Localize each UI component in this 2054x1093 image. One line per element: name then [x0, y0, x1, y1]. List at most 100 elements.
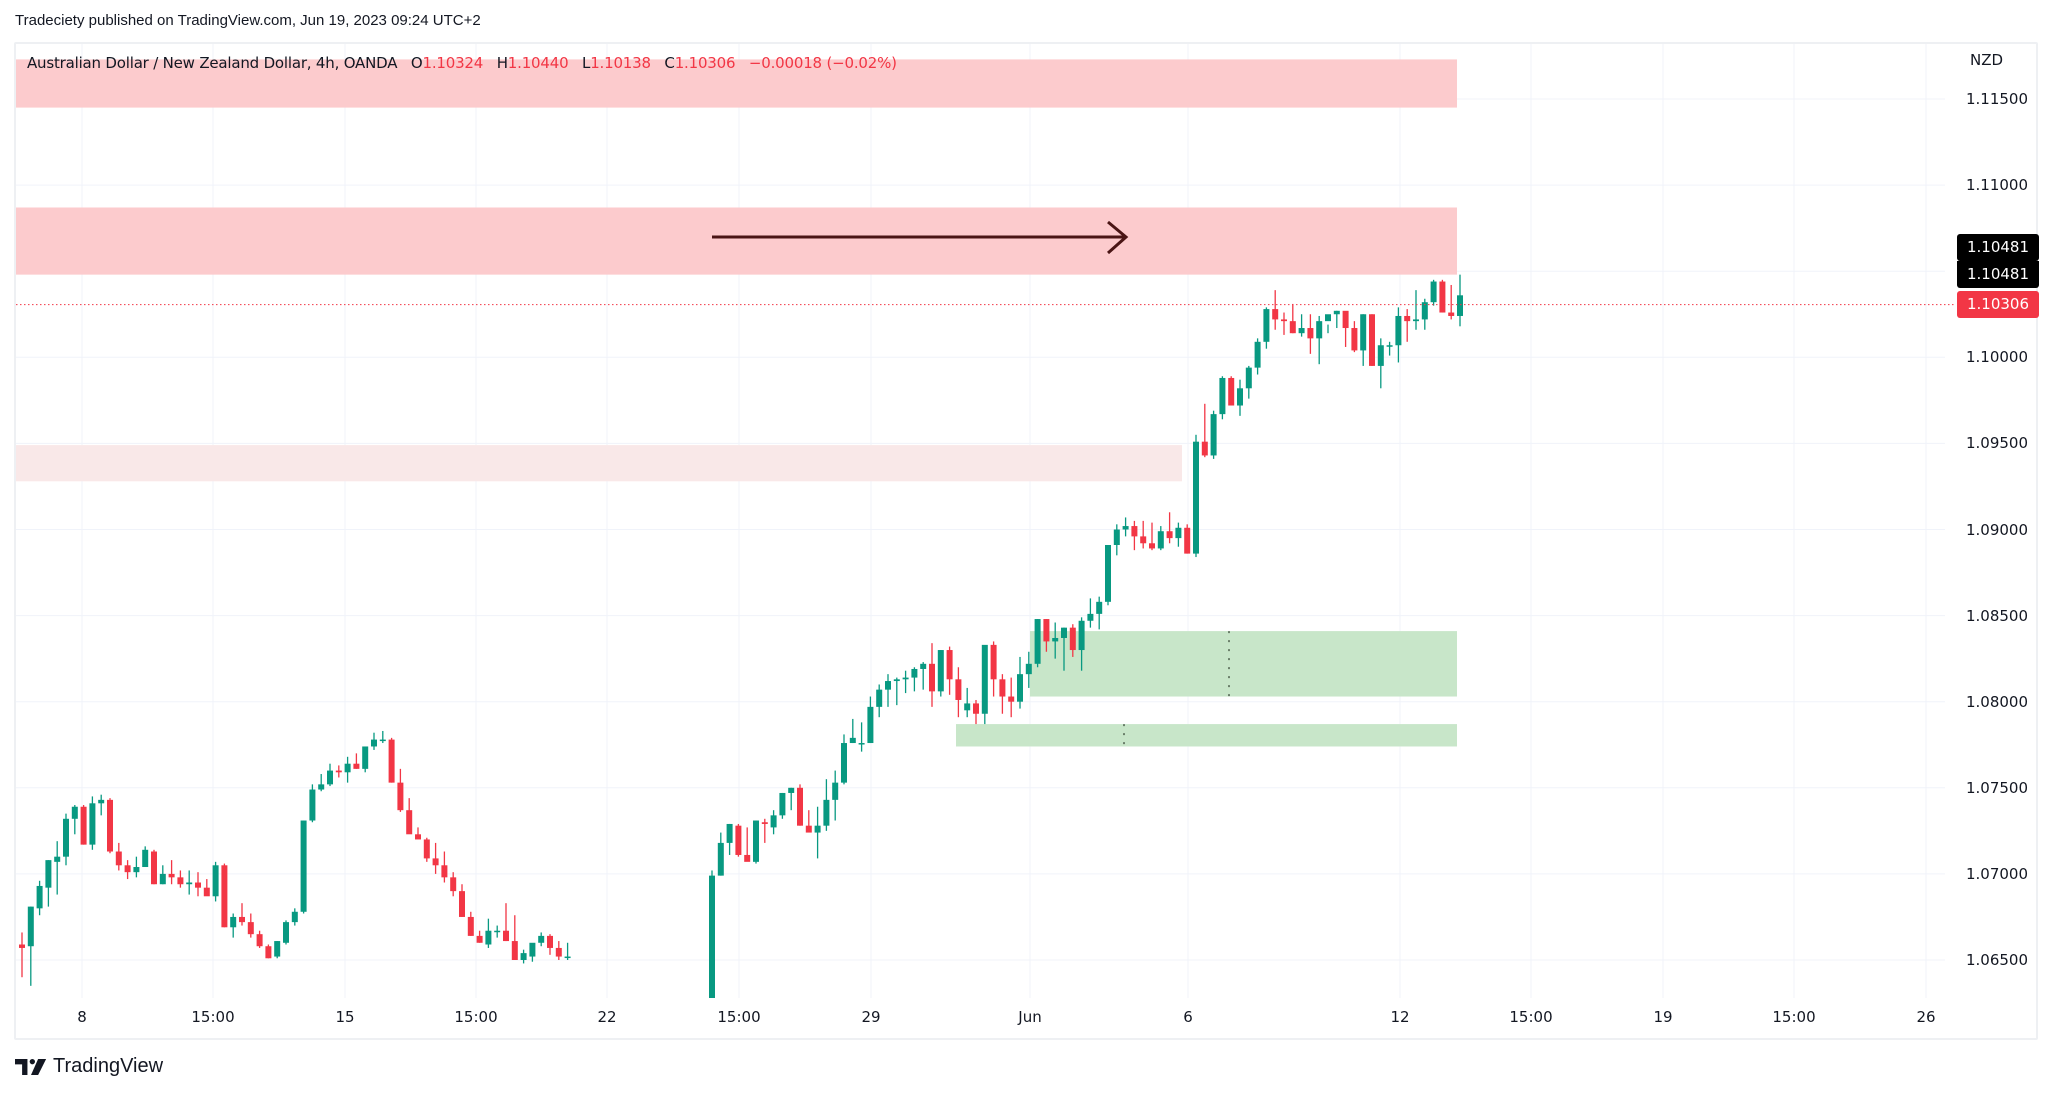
candle-body — [265, 946, 272, 959]
candle-body — [547, 935, 553, 948]
candle-body — [168, 873, 175, 878]
candle-body — [1140, 536, 1147, 544]
candle-body — [1325, 314, 1331, 322]
candle-body — [406, 810, 413, 835]
candle-body — [511, 941, 518, 960]
candle-body — [318, 784, 325, 790]
candle-body — [177, 877, 184, 885]
candle-body — [858, 743, 865, 745]
candle-body — [770, 815, 777, 828]
candle-body — [753, 820, 759, 862]
candle-body — [397, 782, 404, 811]
candle-body — [1351, 328, 1358, 351]
candle-body — [1448, 312, 1455, 316]
time-tick-label: 15:00 — [1772, 1008, 1816, 1026]
candle-body — [1184, 527, 1191, 554]
candle-body — [797, 787, 803, 826]
candle-body — [964, 703, 971, 711]
candle-body — [291, 911, 298, 923]
candle-body — [274, 941, 281, 957]
candle-body — [133, 867, 140, 873]
candle-body — [761, 822, 768, 824]
price-tick-label: 1.06500 — [1965, 951, 2028, 969]
candle-body — [256, 934, 263, 947]
candle-body — [788, 787, 795, 793]
price-tick-label: 1.09000 — [1965, 520, 2028, 539]
close-value: 1.10306 — [674, 54, 736, 72]
support-zone-lower — [956, 724, 1457, 747]
price-tick-label: 1.11500 — [1965, 90, 2028, 108]
candle-body — [1219, 377, 1226, 415]
candle-body — [344, 763, 351, 773]
candle-body — [1307, 328, 1314, 339]
change-value: −0.00018 (−0.02%) — [748, 54, 897, 72]
candle-body — [1342, 310, 1349, 329]
candle-body — [946, 650, 953, 680]
candle-body — [1377, 345, 1384, 366]
candle-body — [89, 803, 96, 845]
candle-body — [814, 825, 821, 833]
candle-body — [107, 799, 113, 852]
candle-body — [441, 865, 448, 878]
candle-body — [1272, 309, 1279, 320]
candle-body — [1413, 319, 1419, 322]
support-zone-upper — [1030, 631, 1457, 697]
candle-body — [353, 763, 360, 769]
candle-body — [876, 689, 883, 707]
candle-body — [823, 799, 830, 826]
time-tick-label: 26 — [1916, 1008, 1936, 1026]
open-label: O — [410, 54, 423, 72]
candle-body — [1008, 696, 1015, 702]
candle-body — [1078, 620, 1085, 651]
candle-body — [1228, 377, 1235, 406]
tradingview-brand: TradingView — [53, 1055, 164, 1077]
tradingview-logo-icon — [15, 1058, 47, 1075]
candle-body — [1043, 619, 1050, 642]
candle-body — [779, 792, 786, 816]
time-tick-label: Jun — [1018, 1008, 1042, 1026]
candle-body — [1333, 310, 1340, 315]
candle-body — [300, 820, 307, 912]
time-tick-label: 15:00 — [191, 1008, 235, 1026]
candle-body — [115, 851, 122, 866]
candle-body — [212, 865, 219, 897]
candle-body — [1369, 314, 1375, 366]
candle-body — [362, 746, 369, 769]
tradingview-footer[interactable]: TradingView — [15, 1055, 163, 1078]
low-label: L — [582, 54, 591, 72]
candle-body — [27, 906, 34, 947]
candle-body — [494, 930, 501, 933]
candle-body — [920, 663, 927, 669]
candle-body — [36, 885, 43, 909]
candle-body — [555, 947, 562, 957]
currency-label: NZD — [1970, 51, 2004, 69]
candle-body — [529, 942, 536, 957]
candle-body — [379, 739, 386, 742]
candle-body — [1254, 341, 1261, 368]
candle-body — [867, 706, 874, 744]
candle-body — [1166, 531, 1173, 539]
candle-body — [911, 668, 918, 678]
candle-body — [1122, 526, 1129, 530]
candle-body — [744, 854, 751, 862]
candle-body — [54, 856, 61, 862]
candle-body — [476, 935, 483, 943]
candle-body — [893, 679, 900, 682]
price-tick-label: 1.09500 — [1965, 434, 2028, 453]
candle-body — [221, 865, 228, 928]
price-tick-label: 1.11000 — [1965, 176, 2028, 195]
candle-body — [388, 739, 395, 783]
candle-body — [1105, 544, 1111, 602]
candle-body — [432, 858, 439, 866]
candle-body — [1149, 543, 1155, 549]
candle-body — [1193, 441, 1199, 554]
candle-body — [1245, 367, 1252, 389]
last-price-badge: 1.10306 — [1957, 291, 2039, 318]
candle-body — [1289, 321, 1296, 334]
candle-body — [459, 891, 465, 917]
price-badge-high-1: 1.10481 — [1957, 234, 2039, 261]
candle-body — [1386, 345, 1393, 347]
candle-body — [832, 782, 839, 800]
open-value: 1.10324 — [422, 54, 484, 72]
